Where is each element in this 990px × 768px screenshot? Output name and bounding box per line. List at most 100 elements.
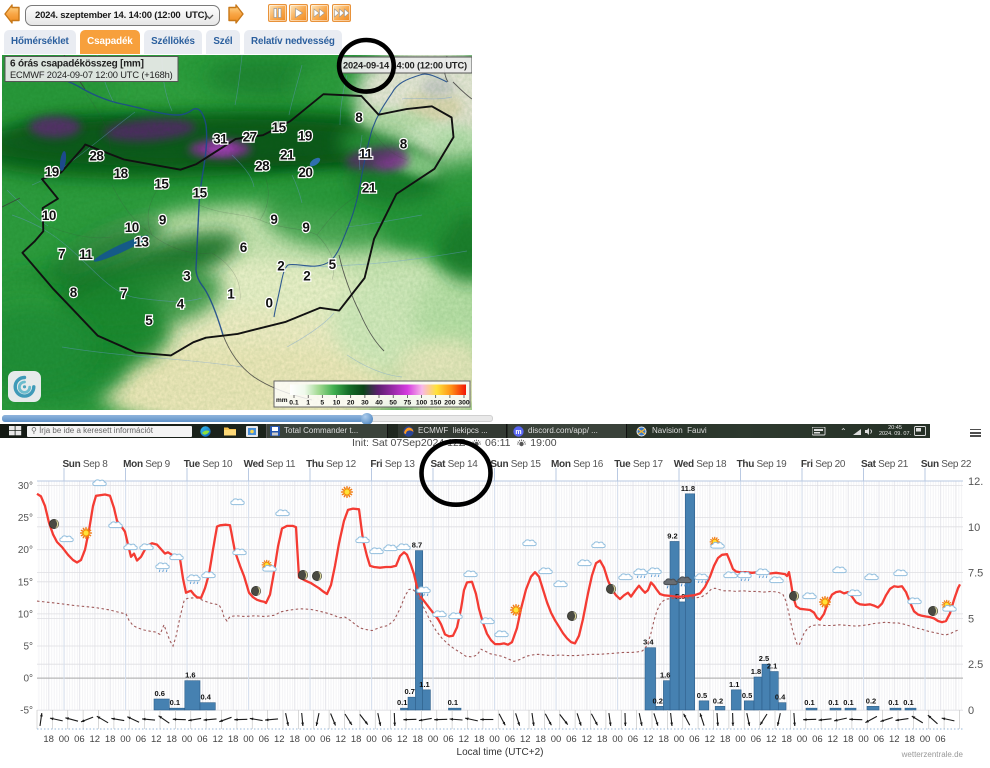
svg-text:9.2: 9.2 — [667, 531, 677, 540]
svg-text:21: 21 — [362, 180, 377, 195]
svg-text:06: 06 — [505, 734, 516, 745]
svg-text:7: 7 — [120, 286, 127, 301]
svg-text:0.1: 0.1 — [289, 400, 299, 407]
svg-text:15: 15 — [193, 186, 208, 201]
svg-text:Wed Sep 11: Wed Sep 11 — [244, 459, 296, 470]
svg-text:0.1: 0.1 — [903, 698, 913, 707]
svg-text:15: 15 — [272, 120, 287, 135]
svg-text:18: 18 — [597, 734, 608, 745]
svg-text:12: 12 — [212, 734, 223, 745]
svg-text:9: 9 — [270, 212, 277, 227]
svg-text:18: 18 — [412, 734, 423, 745]
svg-text:0.2: 0.2 — [713, 696, 723, 705]
svg-text:Fri Sep 13: Fri Sep 13 — [370, 459, 415, 470]
svg-text:00: 00 — [735, 734, 746, 745]
svg-text:0.1: 0.1 — [397, 698, 407, 707]
svg-text:18: 18 — [904, 734, 915, 745]
svg-text:1.6: 1.6 — [185, 671, 195, 680]
svg-text:00: 00 — [920, 734, 931, 745]
svg-text:00: 00 — [243, 734, 254, 745]
svg-text:0: 0 — [968, 705, 974, 717]
svg-text:m: m — [515, 429, 521, 436]
svg-text:06: 06 — [566, 734, 577, 745]
svg-text:Mon Sep 16: Mon Sep 16 — [551, 459, 604, 470]
svg-text:10: 10 — [968, 522, 980, 534]
svg-text:8.7: 8.7 — [412, 541, 422, 550]
svg-text:8: 8 — [355, 110, 363, 125]
svg-text:06: 06 — [628, 734, 639, 745]
svg-text:27: 27 — [243, 129, 257, 144]
svg-text:28: 28 — [255, 159, 270, 174]
svg-text:4: 4 — [177, 296, 185, 311]
svg-text:00: 00 — [182, 734, 193, 745]
svg-text:06: 06 — [320, 734, 331, 745]
svg-text:0: 0 — [265, 295, 272, 310]
svg-text:20: 20 — [298, 165, 312, 180]
svg-text:7: 7 — [58, 246, 65, 261]
svg-text:0.1: 0.1 — [888, 698, 898, 707]
svg-text:00: 00 — [674, 734, 685, 745]
svg-text:18: 18 — [781, 734, 792, 745]
svg-text:00: 00 — [797, 734, 808, 745]
svg-text:0.2: 0.2 — [866, 696, 876, 705]
svg-text:18: 18 — [535, 734, 546, 745]
svg-text:00: 00 — [612, 734, 623, 745]
svg-text:0.1: 0.1 — [804, 698, 814, 707]
svg-text:10°: 10° — [18, 609, 33, 620]
svg-text:8: 8 — [70, 285, 78, 300]
svg-text:18: 18 — [720, 734, 731, 745]
svg-text:0.5: 0.5 — [697, 691, 707, 700]
svg-text:18: 18 — [289, 734, 300, 745]
svg-text:12: 12 — [704, 734, 715, 745]
svg-text:7.5: 7.5 — [968, 568, 983, 580]
svg-text:00: 00 — [551, 734, 562, 745]
svg-text:0.1: 0.1 — [448, 698, 458, 707]
svg-text:06: 06 — [689, 734, 700, 745]
svg-text:20°: 20° — [18, 545, 33, 556]
svg-text:12: 12 — [89, 734, 100, 745]
svg-text:18: 18 — [351, 734, 362, 745]
svg-text:13: 13 — [134, 235, 149, 250]
svg-text:9: 9 — [302, 220, 309, 235]
svg-text:06: 06 — [812, 734, 823, 745]
svg-text:5: 5 — [145, 313, 153, 328]
svg-text:12: 12 — [397, 734, 408, 745]
svg-text:06: 06 — [197, 734, 208, 745]
svg-text:11.8: 11.8 — [681, 484, 695, 493]
svg-text:Thu Sep 12: Thu Sep 12 — [306, 459, 357, 470]
svg-text:Local time (UTC+2): Local time (UTC+2) — [457, 747, 544, 758]
svg-text:06: 06 — [443, 734, 454, 745]
svg-text:5: 5 — [968, 613, 974, 625]
svg-text:20: 20 — [347, 400, 355, 407]
svg-text:2: 2 — [277, 258, 284, 273]
svg-text:1: 1 — [306, 400, 310, 407]
svg-text:Sat Sep 21: Sat Sep 21 — [861, 459, 909, 470]
svg-text:8: 8 — [400, 137, 408, 152]
svg-text:wetterzentrale.de: wetterzentrale.de — [901, 750, 964, 759]
svg-text:12: 12 — [274, 734, 285, 745]
svg-text:18: 18 — [114, 166, 129, 181]
svg-text:19: 19 — [298, 129, 312, 144]
svg-text:Fri Sep 20: Fri Sep 20 — [801, 459, 846, 470]
svg-text:10: 10 — [42, 208, 56, 223]
svg-text:6 órás csapadékösszeg [mm]: 6 órás csapadékösszeg [mm] — [10, 59, 144, 70]
svg-text:2.1: 2.1 — [767, 662, 777, 671]
svg-text:ECMWF 2024-09-07 12:00 UTC (+1: ECMWF 2024-09-07 12:00 UTC (+168h) — [10, 70, 173, 80]
svg-text:06: 06 — [935, 734, 946, 745]
svg-text:00: 00 — [305, 734, 316, 745]
svg-text:12: 12 — [766, 734, 777, 745]
svg-text:2.5: 2.5 — [759, 654, 769, 663]
svg-text:40: 40 — [375, 400, 383, 407]
svg-text:Sun Sep 22: Sun Sep 22 — [921, 459, 972, 470]
svg-text:10: 10 — [125, 220, 139, 235]
svg-text:5: 5 — [329, 257, 337, 272]
svg-text:0.1: 0.1 — [843, 698, 853, 707]
svg-text:31: 31 — [213, 131, 228, 146]
svg-text:1.1: 1.1 — [419, 680, 429, 689]
svg-text:00: 00 — [428, 734, 439, 745]
svg-text:00: 00 — [858, 734, 869, 745]
svg-text:18: 18 — [166, 734, 177, 745]
svg-text:12: 12 — [581, 734, 592, 745]
svg-text:Tue Sep 17: Tue Sep 17 — [614, 459, 663, 470]
svg-text:2: 2 — [303, 269, 310, 284]
